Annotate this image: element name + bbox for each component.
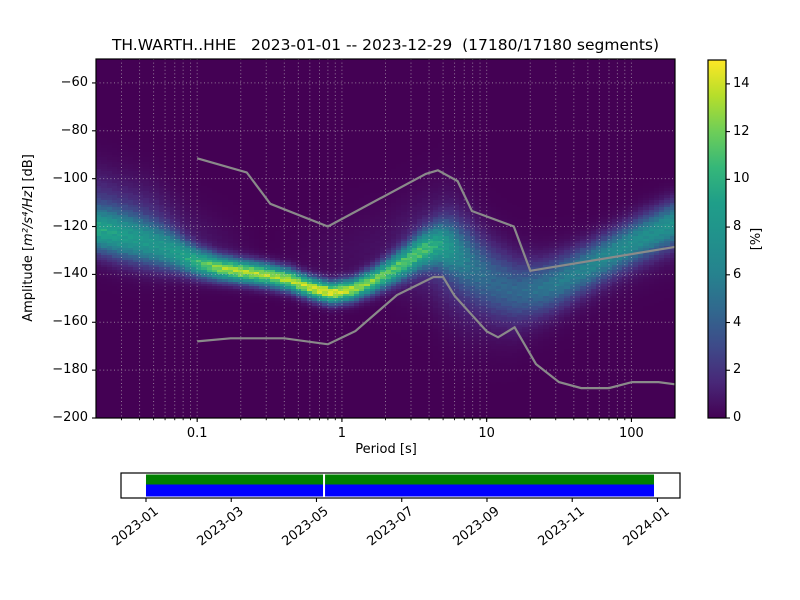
timeline-tick-label: 2024-01	[620, 504, 673, 550]
colorbar-tick-label: 10	[733, 171, 750, 187]
colorbar-gradient	[708, 60, 726, 418]
colorbar-tick-label: 2	[733, 362, 742, 378]
colorbar-tick-label: 6	[733, 266, 742, 282]
timeline-tick-label: 2023-11	[535, 504, 588, 550]
x-tick-label: 10	[478, 426, 495, 441]
timeline-tick-label: 2023-05	[279, 504, 332, 550]
colorbar-tick-label: 12	[733, 123, 750, 139]
y-tick-label: −140	[52, 266, 88, 282]
plot-title: TH.WARTH..HHE 2023-01-01 -- 2023-12-29 (…	[111, 36, 660, 54]
timeline-tick-label: 2023-01	[109, 504, 162, 550]
y-tick-label: −160	[52, 314, 88, 330]
y-axis-label-suffix: ] [dB]	[21, 154, 36, 191]
colorbar-tick-label: 14	[733, 75, 750, 91]
x-tick-label: 1	[337, 426, 347, 441]
timeline-box	[121, 473, 680, 498]
y-tick-label: −200	[52, 410, 88, 425]
x-tick-label: 0.1	[186, 426, 208, 441]
y-tick-label: −120	[52, 218, 88, 234]
colorbar-tick-label: 0	[733, 410, 742, 425]
ppsd-heatmap-canvas	[96, 59, 675, 418]
x-axis-label: Period [s]	[355, 442, 417, 457]
y-axis-label-prefix: Amplitude [	[21, 245, 36, 322]
timeline-tick-label: 2023-09	[450, 504, 503, 550]
timeline-tick-label: 2023-03	[194, 504, 247, 550]
colorbar-tick-label: 4	[733, 314, 742, 330]
y-tick-label: −100	[52, 170, 88, 186]
colorbar-tick-label: 8	[733, 219, 742, 235]
y-tick-label: −180	[52, 362, 88, 378]
y-axis-label-math: m²/s⁴/Hz	[21, 190, 36, 246]
y-tick-label: −80	[60, 122, 88, 138]
timeline-tick-label: 2023-07	[364, 504, 417, 550]
y-tick-label: −60	[60, 74, 88, 90]
y-axis-label: Amplitude [m²/s⁴/Hz] [dB]	[21, 88, 39, 388]
x-tick-label: 100	[619, 426, 644, 441]
